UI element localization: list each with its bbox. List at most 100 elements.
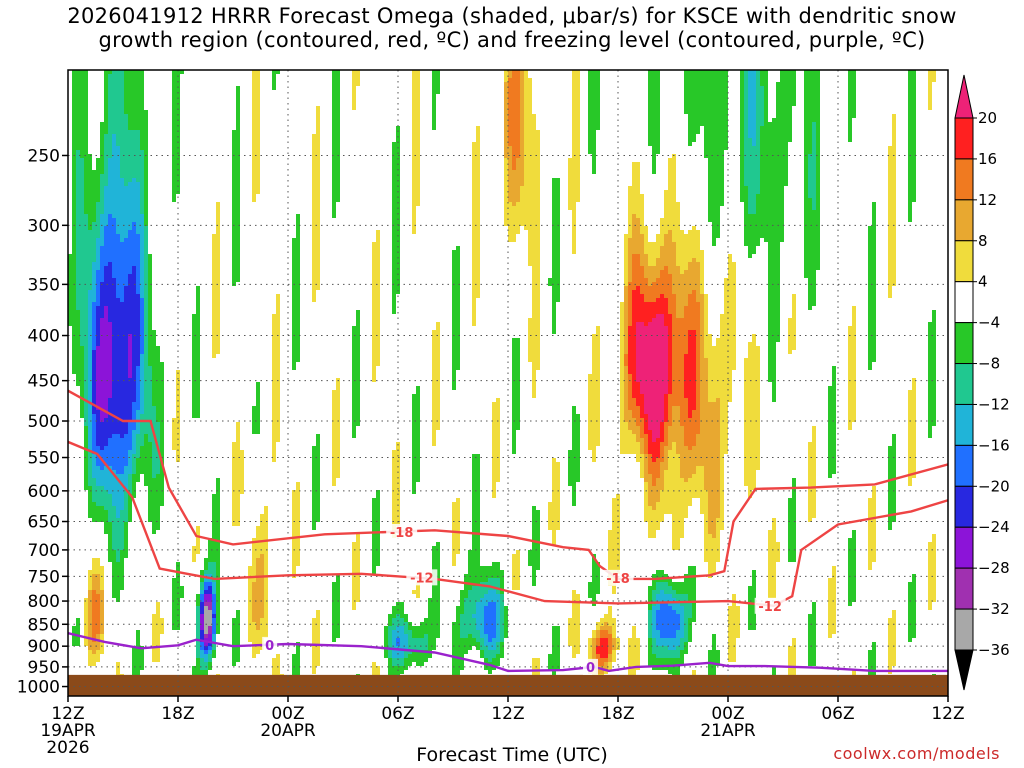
omega-cell — [468, 590, 472, 594]
omega-cell — [332, 614, 336, 618]
omega-cell — [144, 250, 148, 254]
omega-cell — [104, 134, 108, 138]
omega-cell — [176, 450, 180, 454]
omega-cell — [212, 634, 216, 638]
omega-cell — [140, 398, 144, 402]
omega-cell — [292, 558, 296, 562]
omega-cell — [196, 378, 200, 382]
omega-cell — [84, 326, 88, 330]
omega-cell — [412, 174, 416, 178]
omega-cell — [252, 538, 256, 542]
omega-cell — [200, 586, 204, 590]
omega-cell — [72, 194, 76, 198]
omega-cell — [156, 414, 160, 418]
omega-cell — [116, 538, 120, 542]
omega-cell — [112, 538, 116, 542]
omega-cell — [136, 118, 140, 122]
omega-cell — [124, 430, 128, 434]
omega-cell — [432, 90, 436, 94]
omega-cell — [136, 106, 140, 110]
omega-cell — [156, 474, 160, 478]
omega-cell — [472, 586, 476, 590]
omega-cell — [236, 206, 240, 210]
omega-cell — [140, 186, 144, 190]
omega-cell — [316, 662, 320, 666]
omega-cell — [100, 266, 104, 270]
omega-cell — [124, 478, 128, 482]
omega-cell — [468, 566, 472, 570]
omega-cell — [316, 218, 320, 222]
omega-cell — [200, 578, 204, 582]
omega-cell — [416, 78, 420, 82]
omega-cell — [128, 370, 132, 374]
omega-cell — [452, 558, 456, 562]
omega-cell — [108, 90, 112, 94]
omega-cell — [88, 218, 92, 222]
omega-cell — [128, 274, 132, 278]
omega-cell — [116, 386, 120, 390]
omega-cell — [356, 370, 360, 374]
omega-cell — [436, 406, 440, 410]
omega-cell — [112, 218, 116, 222]
omega-cell — [192, 326, 196, 330]
omega-cell — [108, 486, 112, 490]
omega-cell — [116, 134, 120, 138]
omega-cell — [136, 394, 140, 398]
omega-cell — [136, 474, 140, 478]
omega-cell — [76, 262, 80, 266]
omega-cell — [108, 78, 112, 82]
omega-cell — [316, 130, 320, 134]
omega-cell — [132, 250, 136, 254]
omega-cell — [92, 578, 96, 582]
omega-cell — [140, 262, 144, 266]
omega-cell — [216, 606, 220, 610]
omega-cell — [132, 390, 136, 394]
omega-cell — [204, 602, 208, 606]
omega-cell — [208, 606, 212, 610]
omega-cell — [432, 406, 436, 410]
omega-cell — [156, 346, 160, 350]
omega-cell — [100, 290, 104, 294]
omega-cell — [104, 86, 108, 90]
omega-cell — [472, 150, 476, 154]
omega-cell — [132, 466, 136, 470]
omega-cell — [472, 286, 476, 290]
omega-cell — [140, 302, 144, 306]
omega-cell — [88, 290, 92, 294]
omega-cell — [148, 402, 152, 406]
omega-cell — [256, 390, 260, 394]
omega-cell — [92, 470, 96, 474]
omega-cell — [112, 246, 116, 250]
omega-cell — [72, 106, 76, 110]
omega-cell — [476, 134, 480, 138]
omega-cell — [140, 338, 144, 342]
omega-cell — [316, 270, 320, 274]
omega-cell — [352, 90, 356, 94]
omega-cell — [272, 362, 276, 366]
omega-cell — [120, 90, 124, 94]
omega-cell — [88, 610, 92, 614]
omega-cell — [416, 474, 420, 478]
omega-cell — [120, 450, 124, 454]
omega-cell — [468, 618, 472, 622]
omega-cell — [80, 262, 84, 266]
omega-cell — [88, 198, 92, 202]
omega-cell — [132, 430, 136, 434]
omega-cell — [272, 398, 276, 402]
omega-cell — [112, 570, 116, 574]
omega-cell — [468, 578, 472, 582]
omega-cell — [216, 314, 220, 318]
omega-cell — [132, 142, 136, 146]
omega-cell — [236, 246, 240, 250]
omega-cell — [124, 466, 128, 470]
omega-cell — [124, 246, 128, 250]
omega-cell — [76, 110, 80, 114]
omega-cell — [240, 482, 244, 486]
omega-cell — [356, 406, 360, 410]
omega-cell — [136, 330, 140, 334]
omega-cell — [388, 658, 392, 662]
omega-cell — [260, 518, 264, 522]
omega-cell — [196, 646, 200, 650]
omega-cell — [456, 294, 460, 298]
omega-cell — [392, 634, 396, 638]
